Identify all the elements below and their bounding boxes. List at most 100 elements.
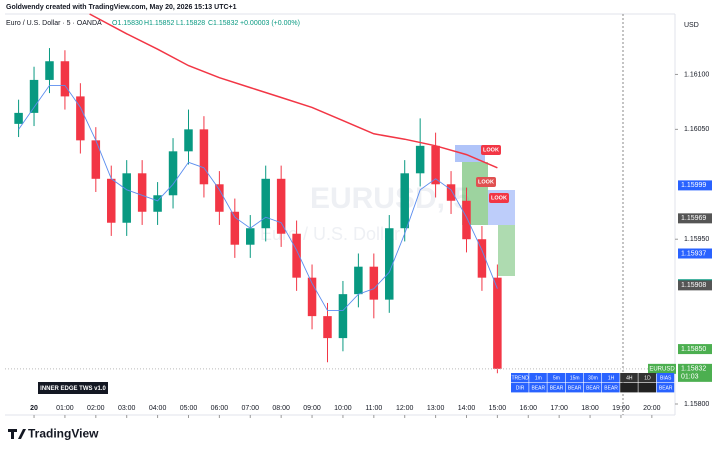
ohlc-value: C1.15832 — [208, 20, 238, 27]
candle-body — [446, 184, 456, 201]
table-header: 5m — [553, 375, 560, 381]
box — [498, 225, 515, 276]
x-tick-label: 09:00 — [303, 405, 321, 412]
x-tick-label: 19:00 — [612, 405, 630, 412]
candle-body — [45, 61, 54, 80]
table-cell-text: BEAR — [604, 385, 618, 391]
candle-body — [122, 173, 131, 223]
table-cell — [565, 373, 584, 383]
watermark: EURUSD, 5 — [310, 182, 470, 215]
y-tick-label: 1.15950 — [684, 236, 709, 243]
table-cell — [656, 383, 675, 393]
table-cell — [547, 373, 565, 383]
credit: Goldwendy created with TradingView.com, … — [6, 4, 237, 11]
candle-body — [369, 266, 379, 300]
x-tick-label: 03:00 — [118, 405, 136, 412]
table-cell-text: DIR — [516, 385, 525, 391]
indicator-label: INNER EDGE TWS v1.0 — [40, 386, 106, 392]
table-cell — [529, 373, 547, 383]
ohlc-value: O1.15830 — [112, 20, 143, 27]
candle-body — [230, 211, 240, 245]
table-cell — [547, 383, 565, 393]
x-tick-label: 13:00 — [427, 405, 445, 412]
table-cell — [602, 373, 620, 383]
candle-body — [60, 61, 70, 97]
countdown: 01:03 — [681, 374, 699, 381]
table-cell — [583, 383, 602, 393]
price-label-box — [678, 248, 712, 259]
table-header: 30m — [588, 375, 598, 381]
x-tick-label: 10:00 — [334, 405, 352, 412]
y-tick-label: 1.16100 — [684, 71, 709, 78]
candle-body — [261, 178, 270, 229]
price-label: 1.15937 — [681, 250, 706, 257]
annotation-box — [481, 145, 501, 155]
candle-body — [107, 178, 116, 223]
x-tick-label: 11:00 — [365, 405, 382, 412]
table-header: BIAS — [660, 375, 672, 381]
x-tick-label: 02:00 — [87, 405, 105, 412]
x-tick-label: 04:00 — [149, 405, 167, 412]
table-cell-text: BEAR — [659, 385, 673, 391]
currency: USD — [684, 22, 699, 29]
candle-body — [76, 96, 85, 141]
indicator-box — [38, 382, 108, 394]
price-label: 1.15908 — [681, 282, 706, 289]
legend: Euro / U.S. Dollar · 5 · OANDA O1.15830 H… — [6, 20, 300, 27]
table-cell — [511, 383, 529, 393]
candle-body — [184, 129, 193, 152]
x-tick-label: 17:00 — [550, 405, 568, 412]
symbol-title: Euro / U.S. Dollar · 5 · OANDA — [6, 20, 102, 27]
x-tick-label: 15:00 — [489, 405, 507, 412]
table-header: 1H — [608, 375, 615, 381]
y-tick-label: 1.15800 — [684, 401, 709, 408]
candle-body — [354, 266, 363, 295]
symbol: EURUSD — [649, 366, 675, 372]
moving-average — [18, 84, 498, 312]
annotation-box — [476, 177, 496, 187]
candle-body — [477, 239, 487, 278]
table-cell — [602, 383, 620, 393]
annotation-box — [489, 193, 509, 203]
table-header: 1m — [535, 375, 542, 381]
candle-body — [199, 129, 209, 185]
price-label: 1.15969 — [681, 215, 706, 222]
candle-body — [493, 277, 502, 369]
x-tick-label: 20 — [30, 405, 38, 412]
price-label-box — [678, 180, 712, 191]
last-price-box — [678, 363, 712, 382]
table-cell — [583, 373, 602, 383]
candle-body — [246, 228, 255, 245]
x-tick-label: 07:00 — [241, 405, 259, 412]
table-header: 15m — [570, 375, 580, 381]
ohlc-value: +0.00003 (+0.00%) — [240, 20, 300, 27]
candle-body — [91, 140, 101, 179]
candle-body — [153, 195, 162, 212]
candle-body — [400, 173, 409, 229]
candle-body — [415, 145, 425, 174]
table-cell-text: BEAR — [586, 385, 600, 391]
ohlc-value: L1.15828 — [176, 20, 205, 27]
price-label: 1.15999 — [681, 182, 706, 189]
table-cell — [638, 373, 656, 383]
candle-body — [292, 233, 301, 278]
x-tick-label: 06:00 — [211, 405, 229, 412]
y-tick-label: 1.16050 — [684, 126, 709, 133]
candle-body — [307, 277, 317, 317]
x-tick-label: 16:00 — [520, 405, 538, 412]
candle-body — [431, 145, 440, 185]
table-cell-text: BEAR — [568, 385, 582, 391]
tv-logo: TradingView — [8, 427, 99, 441]
symbol-tag — [648, 363, 676, 374]
price-label-box — [678, 213, 712, 224]
x-tick-label: 05:00 — [180, 405, 198, 412]
candle-body — [323, 316, 332, 339]
table-cell — [656, 373, 675, 383]
table-cell-text: BEAR — [531, 385, 545, 391]
brand: TradingView — [28, 427, 99, 441]
table-header: 4H — [626, 375, 633, 381]
candle-body — [462, 200, 471, 240]
table-cell — [638, 383, 656, 393]
